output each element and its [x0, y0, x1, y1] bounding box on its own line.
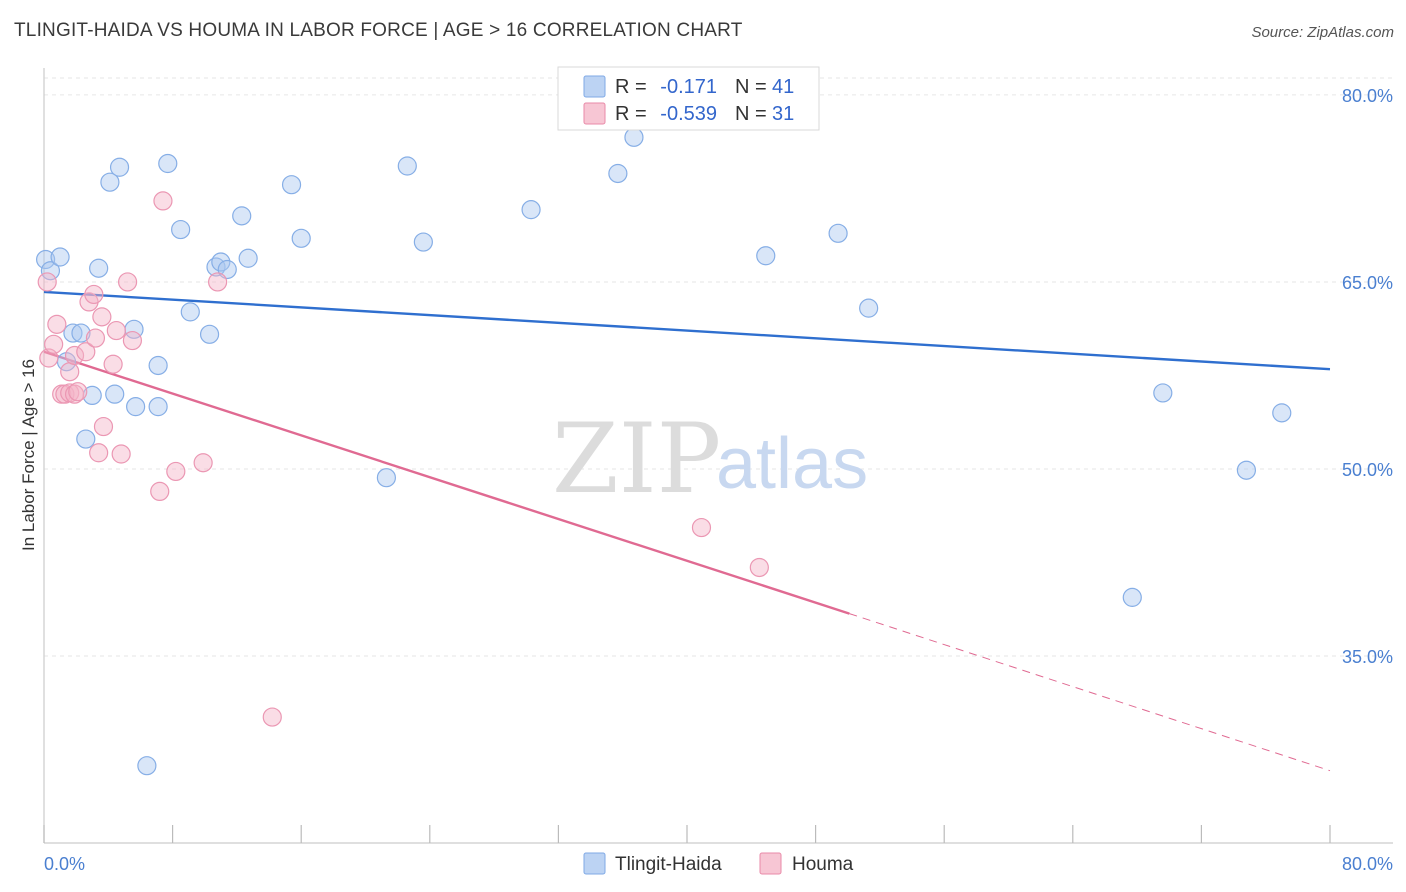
- point-tlingit-haida-16: [148, 355, 168, 376]
- point-houma-27: [208, 272, 228, 292]
- point-tlingit-haida-26: [281, 175, 302, 195]
- x-tick-max: 80.0%: [1342, 854, 1393, 874]
- bottom-legend: Tlingit-Haida Houma: [583, 852, 854, 875]
- point-tlingit-haida-30: [413, 232, 433, 252]
- y-tick-label-0: 35.0%: [1342, 647, 1393, 667]
- point-houma-30: [749, 557, 769, 578]
- point-tlingit-haida-24: [232, 206, 252, 226]
- point-houma-3: [47, 314, 67, 334]
- point-tlingit-haida-1: [40, 261, 61, 281]
- point-tlingit-haida-2: [50, 247, 70, 267]
- point-tlingit-haida-35: [828, 223, 848, 243]
- point-houma-26: [193, 453, 213, 473]
- y-tick-label-2: 65.0%: [1342, 273, 1393, 293]
- axes: [43, 68, 1393, 844]
- point-tlingit-haida-14: [137, 756, 157, 776]
- point-tlingit-haida-6: [89, 258, 109, 278]
- legend-n-value-houma: 31: [772, 103, 794, 125]
- point-tlingit-haida-4: [71, 323, 91, 343]
- legend-swatch-houma: [583, 102, 606, 125]
- point-houma-7: [60, 362, 80, 382]
- point-houma-2: [44, 334, 64, 354]
- point-houma-23: [150, 481, 170, 502]
- x-tick-min: 0.0%: [44, 854, 85, 874]
- point-houma-11: [76, 342, 96, 362]
- point-tlingit-haida-20: [199, 324, 220, 344]
- trendline-tlingit-haida-solid: [43, 290, 1331, 371]
- point-tlingit-haida-18: [171, 219, 191, 240]
- bottom-legend-label-tlingit-haida: Tlingit-Haida: [615, 854, 722, 875]
- bottom-legend-swatch-tlingit-haida: [583, 852, 606, 875]
- point-tlingit-haida-37: [1122, 587, 1142, 607]
- point-tlingit-haida-40: [1272, 403, 1292, 423]
- point-houma-0: [37, 272, 57, 292]
- y-axis-label: In Labor Force | Age > 16: [19, 359, 38, 551]
- point-tlingit-haida-8: [109, 157, 130, 177]
- trendline-houma-dashed: [849, 613, 1331, 772]
- legend-r-value-houma: -0.539: [660, 103, 717, 125]
- point-houma-10: [68, 382, 88, 402]
- point-houma-15: [89, 443, 109, 463]
- legend-r-label-1: R =: [615, 76, 647, 98]
- data-points: [36, 127, 1292, 776]
- point-tlingit-haida-0: [36, 249, 56, 270]
- point-tlingit-haida-29: [397, 156, 417, 176]
- legend-swatch-tlingit-haida: [583, 75, 606, 98]
- point-tlingit-haida-3: [63, 323, 83, 343]
- point-tlingit-haida-31: [521, 200, 541, 220]
- watermark-atlas: atlas: [716, 424, 868, 504]
- point-tlingit-haida-19: [180, 302, 200, 322]
- chart-title: TLINGIT-HAIDA VS HOUMA IN LABOR FORCE | …: [14, 20, 743, 41]
- point-tlingit-haida-33: [624, 127, 644, 147]
- point-tlingit-haida-7: [100, 172, 120, 192]
- legend-box: R = -0.171 N = 41 R = -0.539 N = 31: [557, 66, 820, 131]
- watermark-zip: ZIP: [552, 403, 721, 515]
- point-tlingit-haida-36: [859, 298, 879, 318]
- point-tlingit-haida-34: [756, 246, 776, 266]
- point-houma-17: [93, 416, 114, 437]
- watermark: ZIP atlas: [552, 403, 868, 515]
- legend-n-value-tlingit-haida: 41: [772, 76, 794, 98]
- point-houma-20: [111, 444, 131, 464]
- point-tlingit-haida-38: [1153, 383, 1173, 403]
- point-houma-18: [103, 354, 123, 374]
- legend-n-label-1: N =: [735, 76, 767, 98]
- point-tlingit-haida-32: [608, 163, 628, 184]
- point-houma-9: [64, 384, 85, 404]
- point-houma-29: [691, 517, 712, 538]
- y-tick-label-1: 50.0%: [1342, 460, 1393, 480]
- point-tlingit-haida-17: [158, 153, 178, 174]
- point-tlingit-haida-22: [211, 252, 231, 272]
- point-tlingit-haida-27: [291, 228, 311, 248]
- point-houma-24: [153, 191, 173, 211]
- legend-n-label-2: N =: [735, 103, 767, 125]
- trendline-houma-solid: [43, 350, 850, 615]
- grid: [44, 77, 1393, 657]
- point-houma-14: [85, 328, 106, 348]
- point-houma-22: [122, 330, 143, 351]
- point-houma-21: [117, 272, 138, 292]
- point-houma-19: [106, 320, 126, 341]
- bottom-legend-label-houma: Houma: [792, 854, 854, 875]
- point-houma-28: [262, 707, 282, 727]
- bottom-legend-swatch-houma: [759, 852, 782, 875]
- point-tlingit-haida-13: [126, 397, 146, 417]
- y-tick-label-3: 80.0%: [1342, 86, 1393, 106]
- y-tick-labels: 35.0% 50.0% 65.0% 80.0%: [1342, 86, 1393, 667]
- point-tlingit-haida-25: [238, 248, 258, 268]
- point-tlingit-haida-39: [1236, 460, 1257, 480]
- legend-r-label-2: R =: [615, 103, 647, 125]
- point-houma-13: [84, 284, 104, 305]
- trendlines: [43, 290, 1331, 772]
- point-houma-25: [166, 461, 186, 482]
- point-tlingit-haida-15: [148, 397, 168, 417]
- legend-r-value-tlingit-haida: -0.171: [660, 76, 717, 98]
- point-tlingit-haida-11: [105, 384, 125, 404]
- point-houma-8: [64, 345, 85, 366]
- point-tlingit-haida-10: [76, 429, 96, 449]
- source-label: Source: ZipAtlas.com: [1251, 24, 1394, 41]
- point-tlingit-haida-28: [376, 468, 396, 488]
- point-houma-16: [92, 307, 112, 327]
